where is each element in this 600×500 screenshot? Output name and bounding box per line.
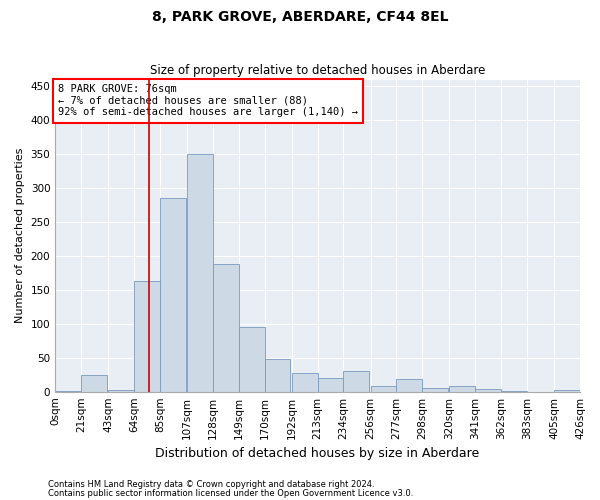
Bar <box>343 372 370 392</box>
Bar <box>239 327 265 392</box>
Bar <box>55 391 81 392</box>
Bar <box>81 374 107 392</box>
Bar <box>108 390 134 392</box>
Bar <box>317 378 343 392</box>
Bar <box>187 154 213 392</box>
Bar <box>134 281 160 392</box>
Bar <box>213 264 239 392</box>
Text: 8 PARK GROVE: 76sqm
← 7% of detached houses are smaller (88)
92% of semi-detache: 8 PARK GROVE: 76sqm ← 7% of detached hou… <box>58 84 358 117</box>
Text: Contains public sector information licensed under the Open Government Licence v3: Contains public sector information licen… <box>48 488 413 498</box>
Bar <box>554 390 580 392</box>
Bar <box>292 374 317 392</box>
Bar <box>449 386 475 392</box>
Y-axis label: Number of detached properties: Number of detached properties <box>15 148 25 324</box>
Text: 8, PARK GROVE, ABERDARE, CF44 8EL: 8, PARK GROVE, ABERDARE, CF44 8EL <box>152 10 448 24</box>
X-axis label: Distribution of detached houses by size in Aberdare: Distribution of detached houses by size … <box>155 447 480 460</box>
Title: Size of property relative to detached houses in Aberdare: Size of property relative to detached ho… <box>150 64 485 77</box>
Text: Contains HM Land Registry data © Crown copyright and database right 2024.: Contains HM Land Registry data © Crown c… <box>48 480 374 489</box>
Bar <box>422 388 448 392</box>
Bar <box>371 386 397 392</box>
Bar <box>265 359 290 392</box>
Bar <box>160 198 186 392</box>
Bar <box>397 380 422 392</box>
Bar <box>501 391 527 392</box>
Bar <box>475 389 501 392</box>
